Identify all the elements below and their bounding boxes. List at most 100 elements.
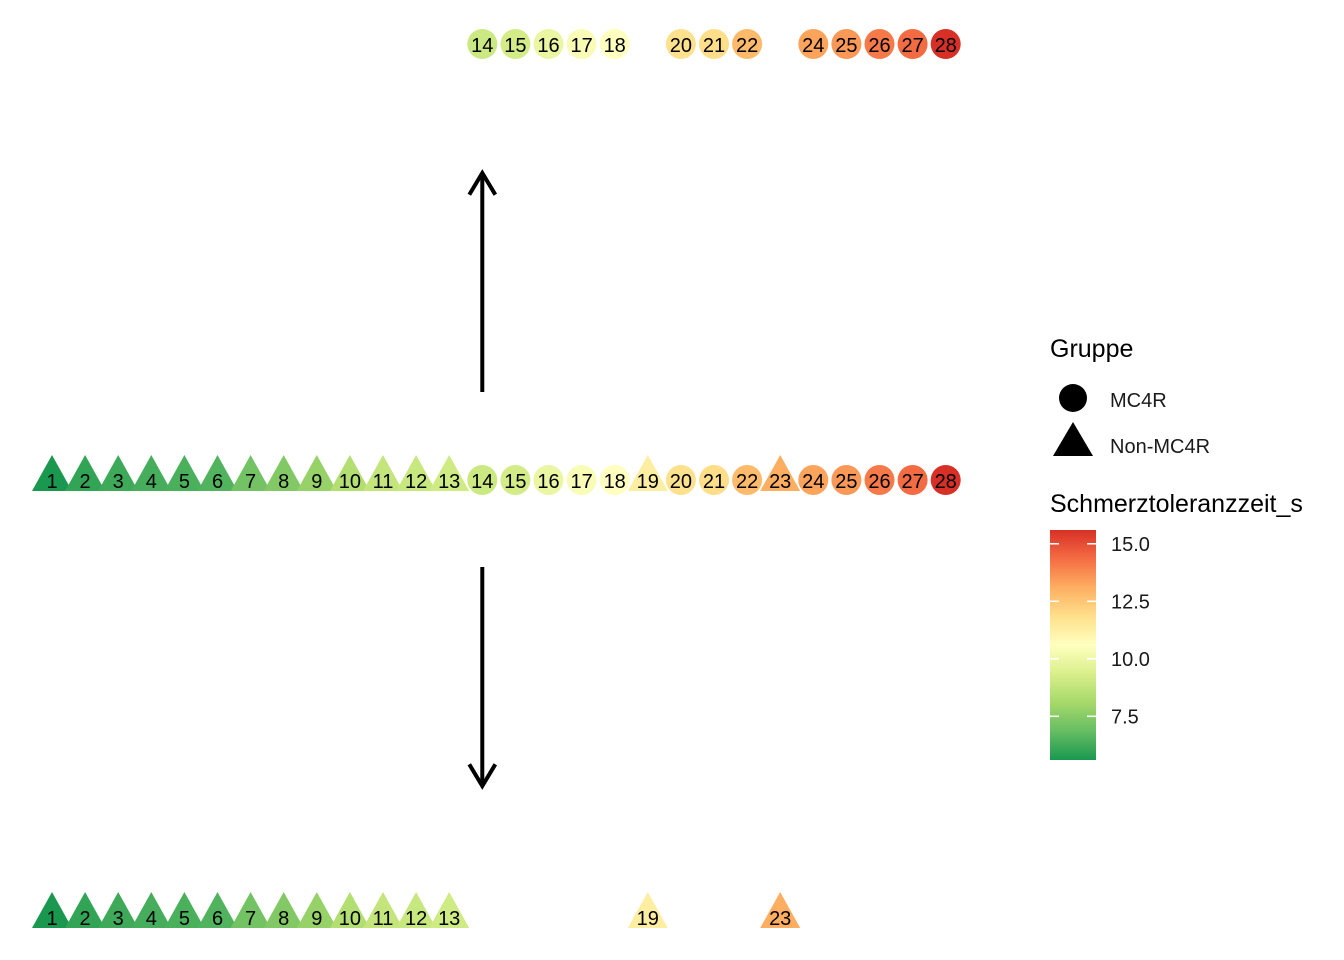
point-circle-17 [566, 29, 597, 59]
point-circle-24 [798, 29, 829, 59]
point-label-16: 16 [537, 35, 559, 57]
point-circle-27 [897, 465, 928, 495]
point-label-1: 1 [46, 908, 57, 930]
colorbar-tick-label: 12.5 [1111, 591, 1150, 613]
point-label-25: 25 [835, 471, 857, 493]
point-label-24: 24 [802, 35, 824, 57]
colorbar-tick-label: 10.0 [1111, 649, 1150, 671]
point-triangle-9 [296, 455, 337, 491]
arrow-middle-to-top [467, 169, 498, 392]
point-circle-25 [831, 465, 862, 495]
point-triangle-12 [396, 455, 437, 491]
legend-shape-label: MC4R [1110, 390, 1167, 412]
point-circle-14 [467, 465, 498, 495]
point-label-25: 25 [835, 35, 857, 57]
point-label-21: 21 [703, 35, 725, 57]
points-layer: 14 15 16 17 18 20 21 22 24 25 26 27 281 2 3 4 5 6 7 8 9 10 11 1… [32, 29, 961, 930]
point-label-9: 9 [311, 471, 322, 493]
point-triangle-7 [230, 892, 271, 928]
point-triangle-11 [363, 455, 403, 491]
point-triangle-12 [396, 892, 437, 928]
point-label-8: 8 [278, 471, 289, 493]
point-circle-25 [831, 29, 862, 59]
legend-triangle-icon [1053, 422, 1093, 456]
point-label-19: 19 [637, 908, 659, 930]
point-label-6: 6 [212, 471, 223, 493]
legend-shape-keys: MC4R Non-MC4R [1053, 384, 1210, 458]
point-label-28: 28 [935, 471, 957, 493]
point-triangle-8 [263, 892, 304, 928]
point-circle-26 [864, 465, 895, 495]
point-triangle-5 [164, 892, 205, 928]
point-triangle-6 [197, 455, 238, 491]
point-label-2: 2 [80, 471, 91, 493]
point-label-12: 12 [405, 908, 427, 930]
point-label-3: 3 [113, 908, 124, 930]
point-triangle-19 [627, 892, 668, 928]
row-bottom: 1 2 3 4 5 6 7 8 9 10 11 12 13 19 23 [32, 892, 801, 930]
point-circle-18 [599, 465, 630, 495]
point-label-2: 2 [80, 908, 91, 930]
point-label-4: 4 [146, 471, 157, 493]
point-label-27: 27 [901, 471, 923, 493]
point-triangle-5 [164, 455, 205, 491]
point-triangle-6 [197, 892, 238, 928]
point-triangle-10 [329, 455, 370, 491]
point-label-13: 13 [438, 908, 460, 930]
point-circle-15 [500, 465, 531, 495]
point-label-22: 22 [736, 471, 758, 493]
point-triangle-4 [131, 892, 172, 928]
point-label-10: 10 [339, 471, 361, 493]
point-triangle-3 [98, 892, 139, 928]
row-top: 14 15 16 17 18 20 21 22 24 25 26 27 28 [467, 29, 961, 59]
point-circle-16 [533, 465, 564, 495]
arrows-layer [467, 169, 498, 790]
legend-shape-title: Gruppe [1050, 335, 1133, 363]
point-label-18: 18 [604, 35, 626, 57]
point-label-12: 12 [405, 471, 427, 493]
point-label-11: 11 [373, 471, 394, 493]
colorbar [1050, 530, 1096, 760]
point-label-8: 8 [278, 908, 289, 930]
point-label-21: 21 [703, 471, 725, 493]
point-triangle-7 [230, 455, 271, 491]
point-label-14: 14 [471, 35, 493, 57]
point-circle-18 [599, 29, 630, 59]
point-triangle-13 [429, 892, 470, 928]
point-triangle-4 [131, 455, 172, 491]
point-circle-26 [864, 29, 895, 59]
point-label-11: 11 [373, 908, 394, 930]
point-label-5: 5 [179, 908, 190, 930]
arrow-middle-to-bottom [467, 567, 498, 790]
point-triangle-10 [329, 892, 370, 928]
point-triangle-2 [65, 892, 106, 928]
point-label-20: 20 [670, 471, 692, 493]
point-label-23: 23 [769, 908, 791, 930]
point-triangle-2 [65, 455, 106, 491]
point-circle-22 [732, 465, 763, 495]
point-circle-21 [699, 29, 729, 59]
point-circle-24 [798, 465, 829, 495]
point-label-17: 17 [570, 471, 592, 493]
point-circle-14 [467, 29, 498, 59]
point-label-15: 15 [504, 471, 526, 493]
point-label-23: 23 [769, 471, 791, 493]
point-label-3: 3 [113, 471, 124, 493]
point-circle-21 [699, 465, 729, 495]
point-label-24: 24 [802, 471, 824, 493]
point-triangle-1 [32, 892, 72, 928]
point-circle-28 [930, 465, 961, 495]
point-triangle-23 [760, 892, 801, 928]
point-triangle-11 [363, 892, 403, 928]
point-label-16: 16 [537, 471, 559, 493]
point-triangle-19 [627, 455, 668, 491]
colorbar-tick-label: 7.5 [1111, 706, 1139, 728]
colorbar-ticks: 15.0 12.5 10.0 7.5 [1050, 534, 1150, 728]
point-label-26: 26 [868, 35, 890, 57]
point-label-6: 6 [212, 908, 223, 930]
point-label-7: 7 [245, 471, 256, 493]
point-label-27: 27 [901, 35, 923, 57]
point-label-9: 9 [311, 908, 322, 930]
point-label-20: 20 [670, 35, 692, 57]
